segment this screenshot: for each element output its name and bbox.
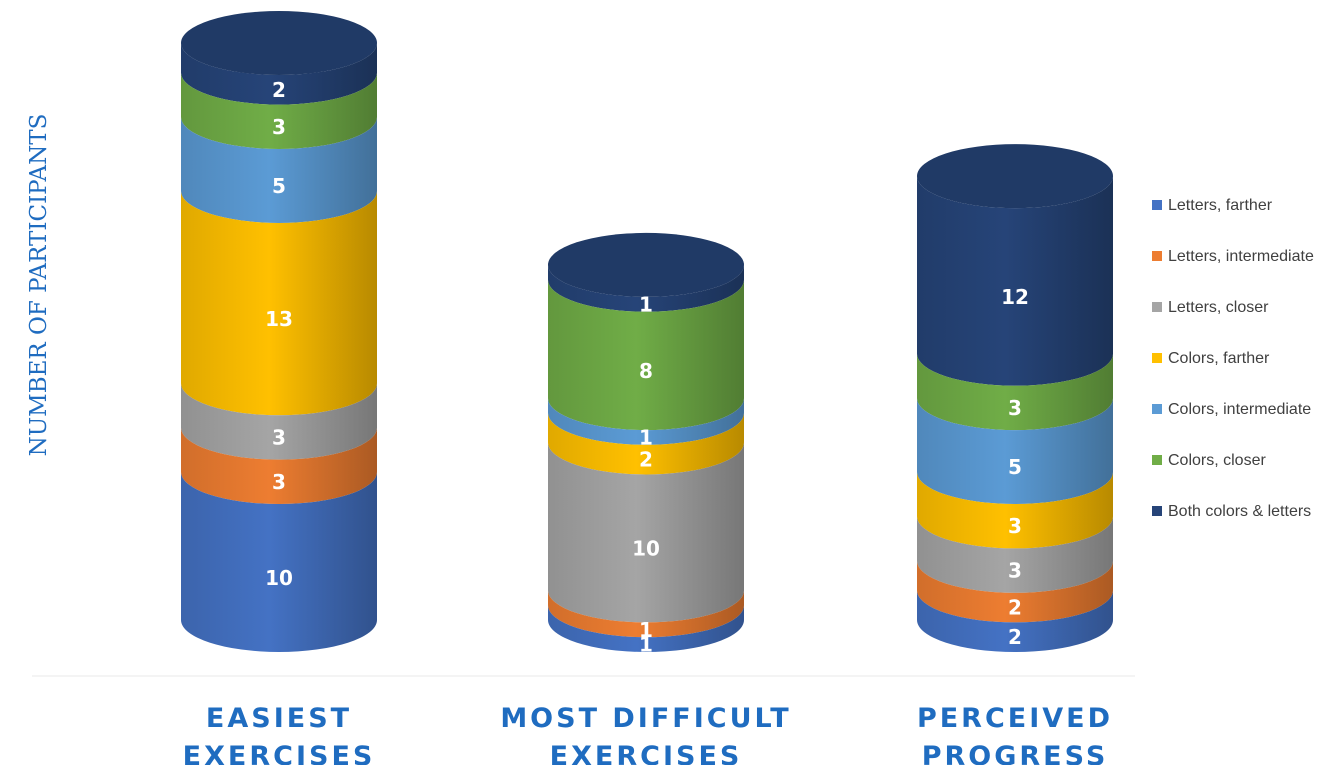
bar-segment-perceived-progress-colors-farther	[917, 472, 1113, 549]
data-label-most-difficult-exercises-both-colors-and-letters: 1	[639, 292, 653, 316]
legend: Letters, farther Letters, intermediate Let…	[1152, 197, 1314, 520]
category-label-perceived-progress-line1: PERCEIVED	[917, 703, 1113, 734]
bar-segment-easiest-exercises-both-colors-and-letters	[181, 43, 377, 105]
category-label-easiest-exercises-line1: EASIEST	[206, 703, 352, 734]
bar-segment-most-difficult-exercises-letters-closer	[548, 442, 744, 623]
bar-segment-most-difficult-exercises-letters-farther	[548, 605, 744, 652]
data-label-easiest-exercises-colors-farther: 13	[265, 307, 293, 331]
bar-segment-perceived-progress-letters-farther	[917, 590, 1113, 652]
data-label-most-difficult-exercises-colors-closer: 8	[639, 359, 653, 383]
data-label-most-difficult-exercises-colors-farther: 2	[639, 448, 653, 472]
legend-label-letters-intermediate: Letters, intermediate	[1168, 248, 1314, 265]
category-label-perceived-progress-line2: PROGRESS	[922, 741, 1109, 765]
legend-label-colors-intermediate: Colors, intermediate	[1168, 401, 1311, 418]
bar-segment-most-difficult-exercises-letters-intermediate	[548, 590, 744, 638]
cylinder-top-most-difficult-exercises	[548, 232, 744, 297]
bar-segment-most-difficult-exercises-colors-farther	[548, 412, 744, 475]
data-label-easiest-exercises-letters-closer: 3	[272, 425, 286, 449]
data-label-easiest-exercises-colors-intermediate: 5	[272, 174, 286, 198]
legend-label-colors-closer: Colors, closer	[1168, 452, 1266, 469]
legend-label-letters-farther: Letters, farther	[1168, 197, 1273, 214]
data-label-perceived-progress-letters-closer: 3	[1008, 559, 1022, 583]
cylinder-top-easiest-exercises	[181, 11, 377, 75]
legend-swatch-letters-closer	[1152, 302, 1162, 312]
data-label-easiest-exercises-letters-farther: 10	[265, 566, 293, 590]
bar-segment-most-difficult-exercises-colors-intermediate	[548, 398, 744, 445]
bar-segment-perceived-progress-both-colors-and-letters	[917, 176, 1113, 386]
cylinder-top-perceived-progress	[917, 144, 1113, 209]
bar-segment-perceived-progress-colors-closer	[917, 353, 1113, 431]
bar-segment-easiest-exercises-colors-intermediate	[181, 116, 377, 223]
category-label-most-difficult-exercises-line1: MOST DIFFICULT	[500, 703, 791, 734]
legend-swatch-letters-farther	[1152, 200, 1162, 210]
data-label-perceived-progress-letters-farther: 2	[1008, 625, 1022, 649]
data-label-most-difficult-exercises-letters-farther: 1	[639, 633, 653, 657]
legend-swatch-colors-farther	[1152, 353, 1162, 363]
bar-segment-easiest-exercises-colors-farther	[181, 190, 377, 416]
data-label-perceived-progress-letters-intermediate: 2	[1008, 596, 1022, 620]
y-axis-label: NUMBER OF PARTICIPANTS	[26, 114, 52, 457]
data-label-most-difficult-exercises-colors-intermediate: 1	[639, 425, 653, 449]
bar-segment-easiest-exercises-letters-farther	[181, 472, 377, 652]
data-label-perceived-progress-both-colors-and-letters: 12	[1001, 285, 1029, 309]
bar-segment-most-difficult-exercises-both-colors-and-letters	[548, 264, 744, 312]
legend-swatch-colors-intermediate	[1152, 404, 1162, 414]
data-label-perceived-progress-colors-intermediate: 5	[1008, 455, 1022, 479]
bar-segment-easiest-exercises-letters-intermediate	[181, 427, 377, 505]
bar-segment-perceived-progress-letters-intermediate	[917, 560, 1113, 623]
category-label-most-difficult-exercises-line2: EXERCISES	[550, 741, 743, 765]
data-label-perceived-progress-colors-closer: 3	[1008, 396, 1022, 420]
data-label-easiest-exercises-both-colors-and-letters: 2	[272, 78, 286, 102]
legend-label-letters-closer: Letters, closer	[1168, 299, 1269, 316]
bar-segment-most-difficult-exercises-colors-closer	[548, 279, 744, 431]
bar-segment-perceived-progress-letters-closer	[917, 516, 1113, 593]
data-label-most-difficult-exercises-letters-closer: 10	[632, 536, 660, 560]
data-label-easiest-exercises-letters-intermediate: 3	[272, 470, 286, 494]
bar-segment-perceived-progress-colors-intermediate	[917, 398, 1113, 505]
legend-swatch-both-colors-and-letters	[1152, 506, 1162, 516]
data-label-perceived-progress-colors-farther: 3	[1008, 514, 1022, 538]
legend-label-colors-farther: Colors, farther	[1168, 350, 1270, 367]
bar-segment-easiest-exercises-colors-closer	[181, 72, 377, 149]
bar-segment-easiest-exercises-letters-closer	[181, 383, 377, 460]
legend-label-both-colors-and-letters: Both colors & letters	[1168, 503, 1311, 520]
legend-swatch-letters-intermediate	[1152, 251, 1162, 261]
legend-swatch-colors-closer	[1152, 455, 1162, 465]
data-label-easiest-exercises-colors-closer: 3	[272, 115, 286, 139]
category-label-easiest-exercises-line2: EXERCISES	[183, 741, 376, 765]
data-label-most-difficult-exercises-letters-intermediate: 1	[639, 618, 653, 642]
